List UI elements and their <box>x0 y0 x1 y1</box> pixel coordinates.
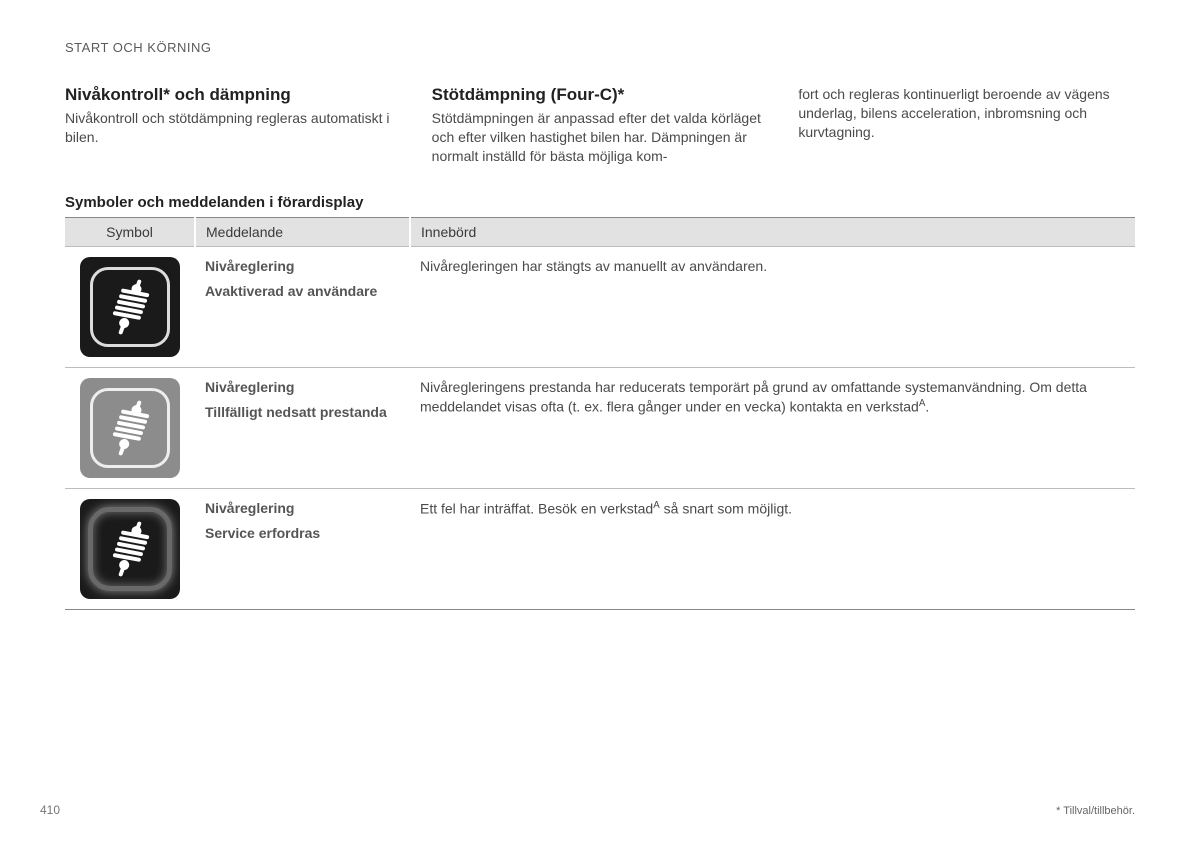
col-2: Stötdämpning (Four-C)* Stötdämpningen är… <box>432 85 769 166</box>
col-1-title: Nivåkontroll* och dämpning <box>65 85 402 105</box>
message-cell: Nivåreglering Service erfordras <box>195 488 410 609</box>
footnote: * Tillval/tillbehör. <box>1056 805 1135 817</box>
symbol-cell <box>65 488 195 609</box>
col-1: Nivåkontroll* och dämpning Nivåkontroll … <box>65 85 402 166</box>
th-message: Meddelande <box>195 217 410 246</box>
table-row: Nivåreglering Service erfordras Ett fel ha… <box>65 488 1135 609</box>
symbol-cell <box>65 246 195 367</box>
message-cell: Nivåreglering Tillfälligt nedsatt prestan… <box>195 367 410 488</box>
suspension-icon <box>80 499 180 599</box>
table-row: NivåregleringAvaktiverad av användareNiv… <box>65 246 1135 367</box>
symbol-cell <box>65 367 195 488</box>
message-sub: Tillfälligt nedsatt prestanda <box>205 403 400 422</box>
col-2-body: Stötdämpningen är anpassad efter det val… <box>432 109 769 166</box>
message-title: Nivåreglering <box>205 499 400 518</box>
col-2-title: Stötdämpning (Four-C)* <box>432 85 769 105</box>
col-3-body: fort och regleras kontinuerligt beroende… <box>798 85 1135 142</box>
page-number: 410 <box>40 803 60 817</box>
suspension-icon <box>80 257 180 357</box>
message-sub: Avaktiverad av användare <box>205 282 400 301</box>
col-1-body: Nivåkontroll och stötdämpning regleras a… <box>65 109 402 147</box>
message-cell: Nivåreglering Avaktiverad av användare <box>195 246 410 367</box>
th-meaning: Innebörd <box>410 217 1135 246</box>
suspension-icon <box>80 378 180 478</box>
table-row: Nivåreglering Tillfälligt nedsatt prestan… <box>65 367 1135 488</box>
message-title: Nivåreglering <box>205 378 400 397</box>
col-3: fort och regleras kontinuerligt beroende… <box>798 85 1135 166</box>
symbols-table: Symbol Meddelande Innebörd Nivåreglering… <box>65 217 1135 610</box>
table-title: Symboler och meddelanden i förardisplay <box>65 194 1135 211</box>
meaning-cell: Nivåregleringen har stängts av manuellt … <box>410 246 1135 367</box>
th-symbol: Symbol <box>65 217 195 246</box>
meaning-cell: Ett fel har inträffat. Besök en verkstad… <box>410 488 1135 609</box>
meaning-cell: Nivåregleringens prestanda har reducerat… <box>410 367 1135 488</box>
message-title: Nivåreglering <box>205 257 400 276</box>
message-sub: Service erfordras <box>205 524 400 543</box>
intro-columns: Nivåkontroll* och dämpning Nivåkontroll … <box>65 85 1135 166</box>
section-header: START OCH KÖRNING <box>65 40 1135 55</box>
